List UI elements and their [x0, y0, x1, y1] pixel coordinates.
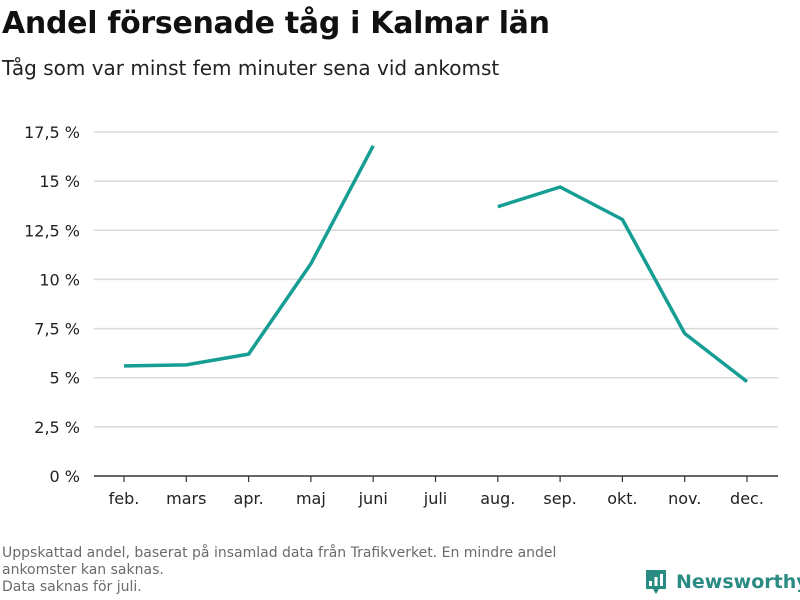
x-tick-label: sep. — [543, 489, 576, 508]
x-tick-label: okt. — [607, 489, 637, 508]
y-tick-label: 7,5 % — [34, 320, 80, 339]
x-tick-label: apr. — [234, 489, 264, 508]
footnote: Uppskattad andel, baserat på insamlad da… — [2, 545, 642, 596]
y-tick-label: 2,5 % — [34, 418, 80, 437]
brand-logo: Newsworthy — [644, 568, 800, 596]
footnote-line: Uppskattad andel, baserat på insamlad da… — [2, 545, 557, 561]
y-tick-label: 5 % — [50, 369, 80, 388]
chart-title: Andel försenade tåg i Kalmar län — [2, 6, 550, 41]
newsworthy-chart-logo-icon — [646, 570, 666, 594]
line-chart: 0 % 2,5 % 5 % 7,5 % 10 % 12,5 % 15 % 17,5 % feb… — [24, 123, 778, 508]
footnote-line: Data saknas för juli. — [2, 579, 142, 595]
x-tick-label: juli — [423, 489, 447, 508]
series-line — [123, 144, 375, 368]
x-tick-label: juni — [358, 489, 388, 508]
data-series — [123, 144, 749, 383]
brand-name: Newsworthy — [676, 571, 800, 593]
y-axis-tick-labels: 0 % 2,5 % 5 % 7,5 % 10 % 12,5 % 15 % 17,5 % — [24, 123, 80, 486]
y-tick-label: 15 % — [39, 172, 80, 191]
x-tick-label: feb. — [109, 489, 140, 508]
x-tick-label: mars — [166, 489, 206, 508]
y-tick-label: 12,5 % — [24, 221, 80, 240]
footnote-line: ankomster kan saknas. — [2, 562, 164, 578]
x-tick-label: maj — [296, 489, 326, 508]
y-tick-label: 10 % — [39, 270, 80, 289]
series-line — [497, 185, 749, 383]
x-tick-label: nov. — [668, 489, 701, 508]
gridlines — [94, 131, 778, 428]
y-tick-label: 0 % — [50, 467, 80, 486]
chart-subtitle: Tåg som var minst fem minuter sena vid a… — [2, 56, 500, 80]
x-axis: feb. mars apr. maj juni juli aug. sep. okt. nov. d… — [94, 475, 778, 508]
x-tick-label: dec. — [730, 489, 764, 508]
x-tick-label: aug. — [480, 489, 515, 508]
y-tick-label: 17,5 % — [24, 123, 80, 142]
